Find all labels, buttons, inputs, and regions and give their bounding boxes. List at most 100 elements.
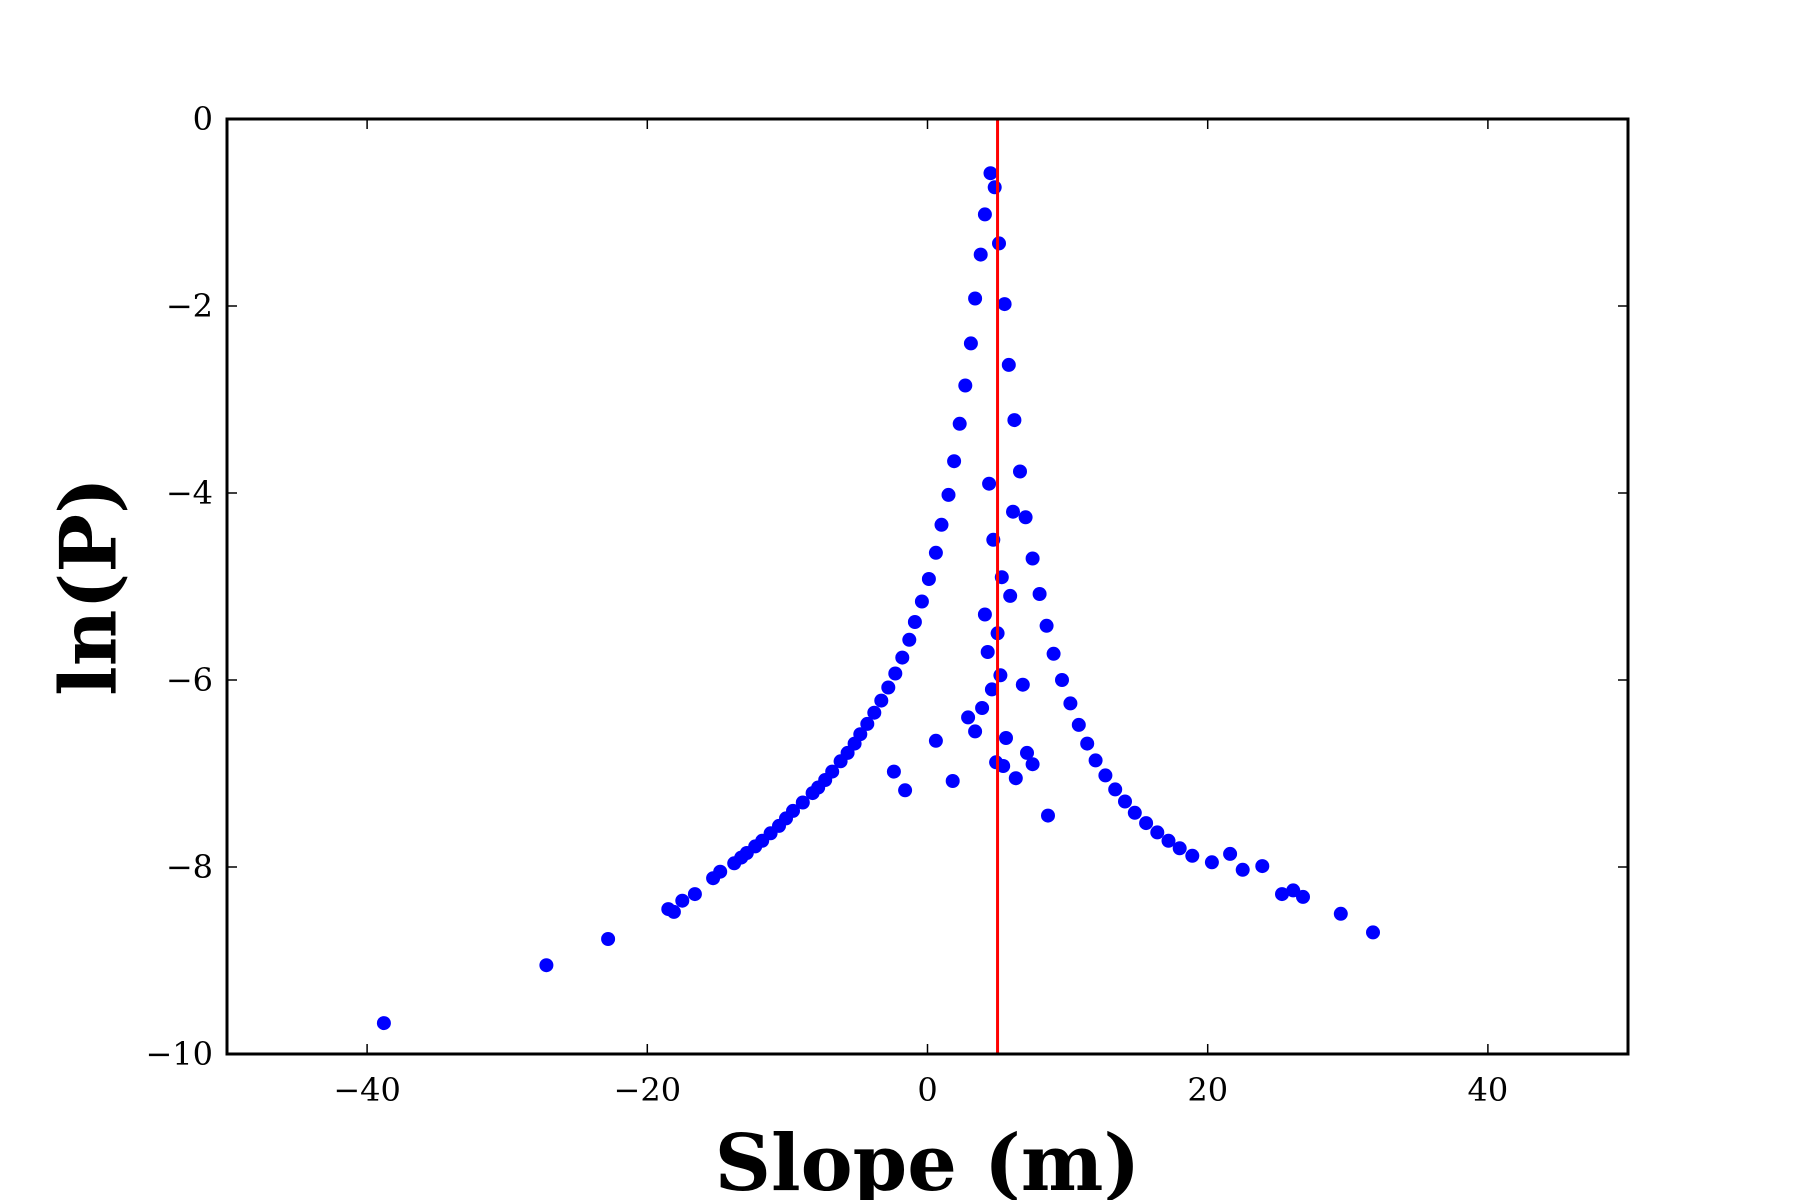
scatter-point bbox=[825, 764, 840, 779]
scatter-point bbox=[1161, 833, 1176, 848]
scatter-point bbox=[1025, 551, 1040, 566]
scatter-point bbox=[997, 297, 1012, 312]
scatter-point bbox=[1003, 588, 1018, 603]
scatter-point bbox=[795, 795, 810, 810]
scatter-point bbox=[980, 645, 995, 659]
scatter-point bbox=[1063, 696, 1078, 711]
scatter-point bbox=[1080, 736, 1095, 751]
scatter-point bbox=[928, 733, 943, 748]
scatter-point bbox=[1366, 925, 1380, 940]
scatter-point bbox=[867, 705, 882, 720]
x-tick-label: 20 bbox=[1187, 1071, 1228, 1109]
scatter-point bbox=[539, 958, 554, 973]
y-tick-label: 0 bbox=[193, 100, 213, 138]
scatter-point bbox=[1055, 673, 1069, 687]
scatter-point bbox=[860, 716, 875, 731]
x-tick-label: 0 bbox=[917, 1071, 937, 1109]
scatter-point bbox=[941, 487, 956, 502]
scatter-point bbox=[921, 572, 936, 586]
scatter-point bbox=[983, 166, 998, 181]
scatter-point bbox=[1296, 889, 1310, 904]
scatter-point bbox=[1007, 413, 1022, 428]
x-tick-label: −40 bbox=[333, 1071, 401, 1109]
scatter-point bbox=[1025, 757, 1040, 772]
scatter-point bbox=[975, 701, 990, 715]
scatter-point bbox=[947, 454, 962, 469]
x-tick-label: 40 bbox=[1468, 1071, 1509, 1109]
scatter-point bbox=[999, 731, 1013, 745]
y-tick-label: −10 bbox=[145, 1035, 213, 1073]
scatter-point bbox=[888, 666, 903, 681]
scatter-point bbox=[881, 680, 896, 695]
scatter-point bbox=[1204, 855, 1219, 870]
scatter-point bbox=[1013, 464, 1027, 479]
scatter-point bbox=[1020, 745, 1034, 760]
scatter-point bbox=[1139, 816, 1154, 831]
scatter-point bbox=[895, 650, 910, 665]
scatter-point bbox=[1032, 587, 1047, 601]
scatter-point bbox=[1071, 717, 1086, 732]
scatter-point bbox=[675, 893, 690, 908]
x-tick-label: −20 bbox=[614, 1071, 682, 1109]
scatter-point bbox=[1275, 887, 1289, 902]
scatter-point bbox=[1127, 805, 1142, 820]
scatter-point bbox=[1172, 841, 1187, 856]
scatter-point bbox=[1039, 618, 1054, 633]
scatter-point bbox=[907, 615, 922, 629]
scatter-point bbox=[968, 291, 983, 306]
scatter-point bbox=[934, 517, 949, 532]
y-tick-label: −8 bbox=[166, 848, 213, 886]
scatter-point bbox=[853, 727, 868, 742]
scatter-point bbox=[928, 545, 943, 560]
plot-frame bbox=[225, 117, 1630, 1056]
scatter-point bbox=[963, 336, 978, 351]
scatter-point bbox=[987, 180, 1002, 195]
scatter-point bbox=[1088, 753, 1103, 768]
scatter-point bbox=[1015, 677, 1030, 692]
plot-area bbox=[376, 119, 1380, 1054]
scatter-point bbox=[973, 247, 988, 262]
scatter-point bbox=[984, 682, 999, 697]
scatter-point bbox=[945, 774, 960, 788]
scatter-point bbox=[1150, 825, 1165, 840]
scatter-point bbox=[666, 904, 681, 919]
scatter-point bbox=[982, 476, 997, 491]
scatter-point bbox=[1018, 510, 1033, 525]
scatter-point bbox=[376, 1016, 391, 1031]
y-tick-label: −6 bbox=[166, 661, 213, 699]
x-axis-title: Slope (m) bbox=[715, 1118, 1141, 1200]
scatter-point bbox=[977, 207, 992, 222]
scatter-point bbox=[1008, 771, 1023, 786]
scatter-point bbox=[1118, 794, 1132, 809]
scatter-point bbox=[874, 693, 889, 708]
scatter-point bbox=[1108, 782, 1123, 797]
y-tick-label: −4 bbox=[166, 474, 213, 512]
scatter-point bbox=[1235, 862, 1250, 877]
scatter-point bbox=[952, 416, 967, 431]
scatter-point bbox=[898, 783, 913, 798]
scatter-point bbox=[687, 887, 702, 902]
scatter-point bbox=[1001, 357, 1016, 372]
scatter-point bbox=[968, 724, 983, 739]
scatter-point bbox=[1098, 768, 1113, 783]
scatter-point bbox=[1046, 646, 1061, 661]
scatter-point bbox=[1223, 846, 1238, 861]
scatter-point bbox=[902, 632, 917, 647]
scatter-point bbox=[713, 864, 728, 879]
scatter-point bbox=[1255, 859, 1270, 874]
scatter-point bbox=[1185, 848, 1200, 863]
scatter-point bbox=[1006, 504, 1020, 519]
scatter-point bbox=[958, 378, 973, 393]
y-tick-label: −2 bbox=[166, 287, 213, 325]
scatter-point bbox=[914, 594, 929, 609]
y-axis-title: ln(P) bbox=[44, 477, 135, 696]
scatter-point bbox=[1041, 808, 1055, 823]
scatter-point bbox=[961, 710, 976, 725]
scatter-point bbox=[1333, 906, 1348, 921]
scatter-point bbox=[601, 932, 616, 946]
scatter-point bbox=[886, 764, 901, 779]
scatter-point bbox=[786, 803, 800, 818]
scatter-point bbox=[996, 759, 1011, 773]
